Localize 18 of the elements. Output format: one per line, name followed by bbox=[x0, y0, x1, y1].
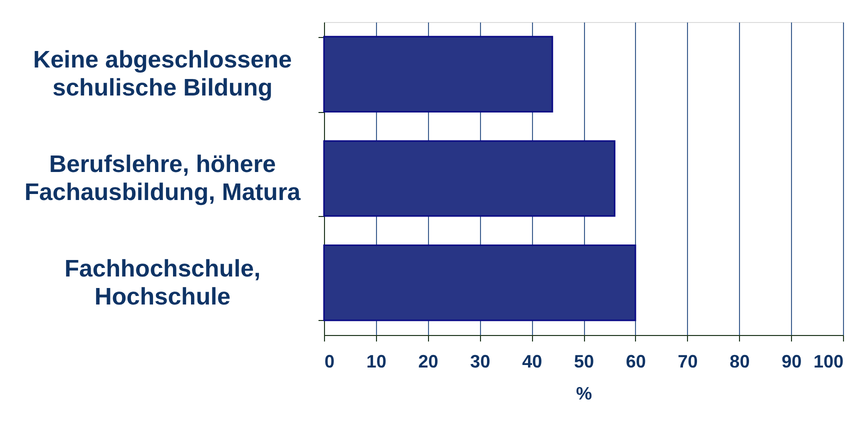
x-tick-label: 0 bbox=[324, 352, 335, 372]
bar bbox=[323, 244, 636, 322]
x-tick-label: 80 bbox=[730, 352, 750, 372]
y-tick-label: Berufslehre, höhere Fachausbildung, Matura bbox=[24, 151, 302, 206]
x-tick-label: 30 bbox=[470, 352, 490, 372]
x-tick-label: 70 bbox=[678, 352, 698, 372]
x-tick-label: 20 bbox=[418, 352, 438, 372]
x-tick-label: 40 bbox=[522, 352, 542, 372]
x-tick-label: 90 bbox=[782, 352, 802, 372]
x-tick-label: 60 bbox=[626, 352, 646, 372]
bar bbox=[323, 36, 554, 112]
y-tick-label: Keine abgeschlossene schulische Bildung bbox=[33, 46, 292, 102]
x-tick-label: 50 bbox=[574, 352, 594, 372]
x-tick-label: 10 bbox=[366, 352, 386, 372]
y-tick-label: Fachhochschule, Hochschule bbox=[64, 255, 261, 310]
x-axis-title: % bbox=[576, 384, 592, 404]
x-tick-label: 100 bbox=[813, 352, 844, 372]
bar bbox=[323, 140, 616, 217]
